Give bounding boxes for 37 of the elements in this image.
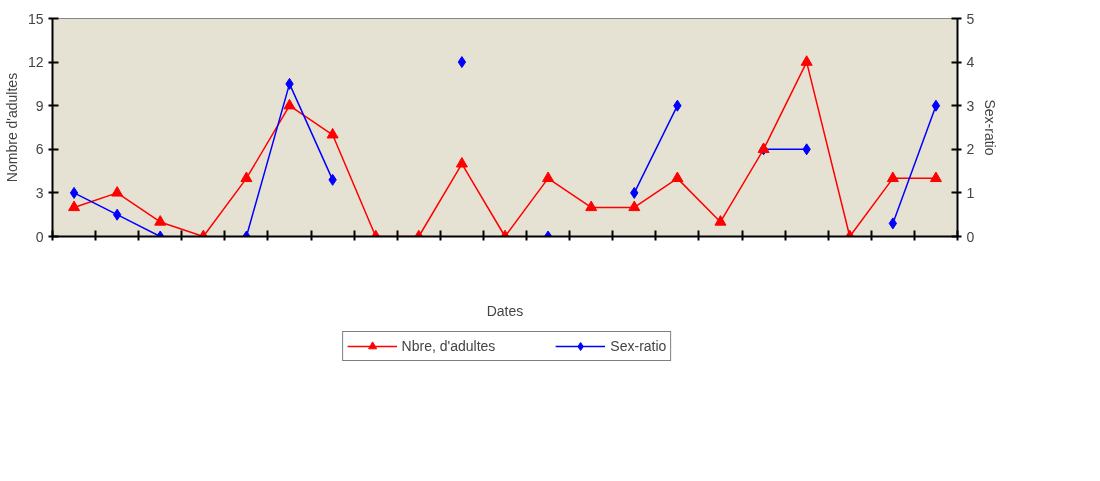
point <box>69 186 79 199</box>
point <box>628 200 641 212</box>
y-tick-label: 9 <box>35 97 44 114</box>
y2-tick-label: 2 <box>966 141 975 158</box>
y-tick-label: 15 <box>27 10 44 27</box>
point <box>326 127 339 139</box>
point <box>283 98 296 110</box>
y2-tick-label: 1 <box>966 184 975 201</box>
point <box>671 171 684 183</box>
point <box>800 55 813 66</box>
y-tick-label: 0 <box>35 228 44 245</box>
point <box>455 156 468 168</box>
y2-tick-label: 3 <box>966 97 975 114</box>
point <box>111 186 124 197</box>
point <box>542 171 555 183</box>
y2-tick-label: 4 <box>966 54 975 71</box>
point <box>886 171 899 183</box>
point <box>68 200 81 212</box>
point <box>154 215 167 226</box>
y2-tick-label: 0 <box>966 228 975 245</box>
y-tick-label: 12 <box>27 54 44 71</box>
point <box>240 171 253 183</box>
legend-label: Sex-ratio <box>610 338 667 354</box>
y-tick-label: 6 <box>35 141 44 158</box>
point <box>929 171 942 183</box>
x-axis-title: Dates <box>486 302 524 319</box>
y2-axis-title: Sex-ratio <box>982 99 999 156</box>
point <box>112 208 122 221</box>
point <box>714 215 727 226</box>
point <box>457 56 467 69</box>
legend-label: Nbre, d'adultes <box>401 338 496 354</box>
point <box>888 217 898 230</box>
y-tick-label: 3 <box>35 184 44 201</box>
y-axis-title: Nombre d'adultes <box>3 72 20 183</box>
point <box>585 200 598 212</box>
y2-tick-label: 5 <box>966 10 975 27</box>
point <box>931 99 941 112</box>
